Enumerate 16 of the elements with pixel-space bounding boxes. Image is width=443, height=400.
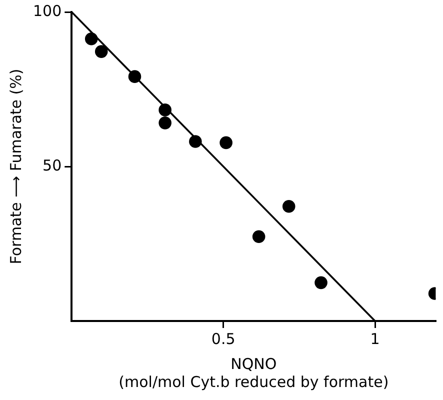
point	[84, 32, 98, 46]
x-tick-label: 1	[370, 330, 380, 348]
y-tick-label: 100	[32, 2, 62, 20]
y-axis-title: Formate ⟶ Fumarate (%)	[6, 68, 25, 264]
x-tick-label: 0.5	[211, 330, 236, 348]
point	[189, 135, 202, 148]
x-axis-title: NQNO (mol/mol Cyt.b reduced by formate)	[118, 354, 389, 391]
point	[94, 45, 108, 58]
point	[158, 116, 172, 130]
point	[158, 104, 172, 116]
point	[128, 70, 142, 83]
point	[252, 230, 266, 244]
point	[220, 136, 232, 150]
y-tick-label: 50	[42, 156, 62, 174]
point	[282, 200, 296, 213]
point	[314, 276, 328, 290]
